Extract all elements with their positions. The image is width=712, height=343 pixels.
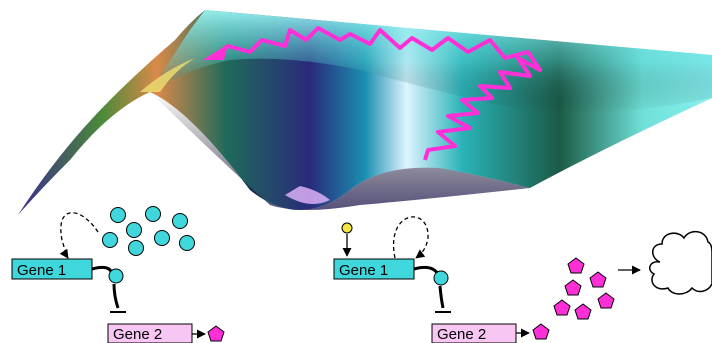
right-product-pentagon [532,323,550,340]
landscape-ridge-glow [140,58,195,92]
right-product-pentagon [564,279,582,296]
right-product-pentagon [597,292,615,309]
left-molecule [110,207,126,223]
right-signal-molecule [341,222,353,234]
left-bound-molecule [108,268,124,284]
cloud-icon [649,230,712,295]
right-product-pentagon [589,271,607,288]
left-promoter-line [91,265,114,275]
right-product-pentagon [567,257,585,274]
cell-trajectory [203,26,542,161]
landscape-surface [18,10,712,215]
landscape-valley-shade [150,92,530,210]
right-repression-line [438,285,445,309]
left-product-pentagon [207,325,225,342]
right-product-pentagon [574,303,592,320]
left-molecule [126,222,142,238]
right-product-pentagon [553,299,571,316]
landscape-highlight [150,10,712,114]
left-gene1-label: Gene 1 [17,262,66,279]
left-molecule [154,230,170,246]
left-gene-circuit: Gene 1 Gene 2 [11,206,225,343]
left-gene2-label: Gene 2 [113,326,162,343]
left-free-molecules [102,206,195,256]
right-product-pentagons [532,257,615,340]
trajectory-path [213,26,542,161]
right-gene-circuit: Gene 1 Gene 2 [333,216,712,343]
right-autoregulation-loop [392,216,429,259]
left-molecule [128,240,144,256]
left-molecule [145,206,161,222]
right-promoter-line [413,265,440,275]
left-repression-line [112,283,120,309]
left-molecule [102,232,118,248]
right-gene1-label: Gene 1 [339,262,388,279]
right-bound-molecule [433,270,449,286]
right-gene2-label: Gene 2 [437,326,486,343]
left-molecule [179,235,195,251]
landscape-valley-glow [285,186,330,204]
trajectory-arrowhead [203,44,228,60]
left-autoregulation-loop [59,212,99,259]
left-molecule [172,213,188,229]
